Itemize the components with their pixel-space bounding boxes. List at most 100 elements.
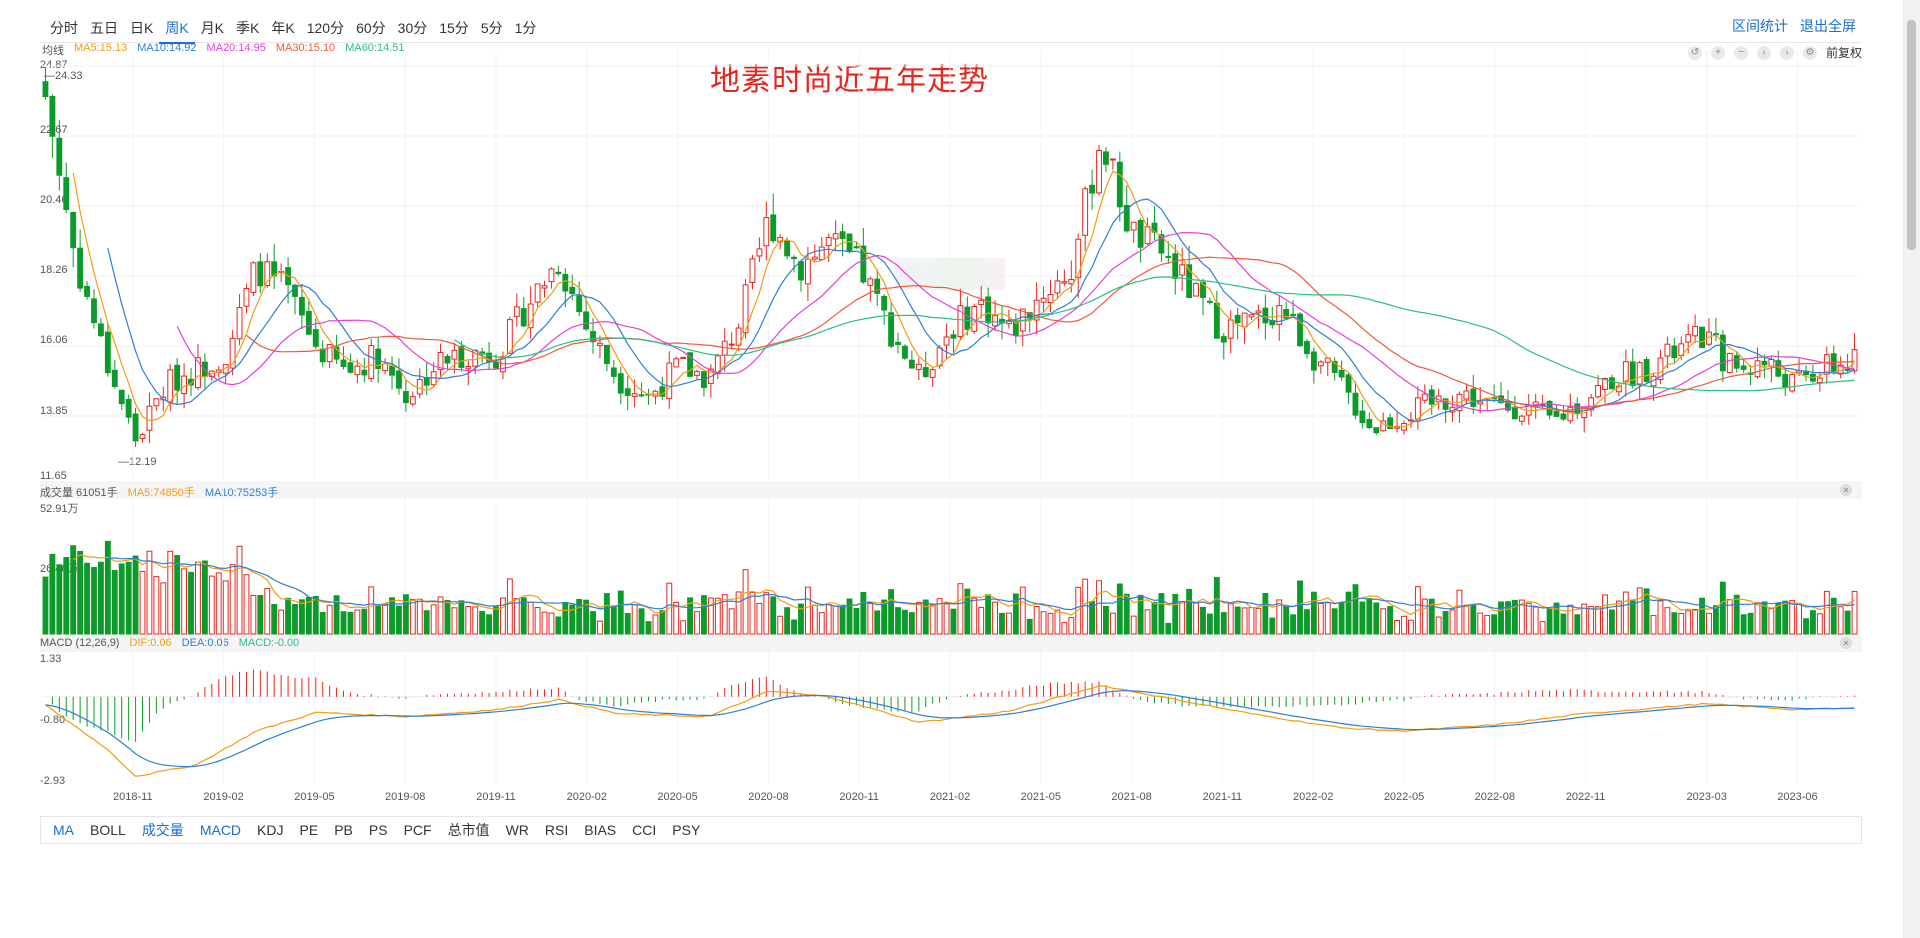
volume-bar — [1782, 600, 1789, 635]
tab-7[interactable]: 120分 — [306, 20, 345, 36]
candle-down — [950, 334, 957, 339]
candle-down — [97, 323, 104, 337]
candle-up — [264, 261, 271, 287]
volume-bar — [527, 601, 534, 635]
volume-bar — [1588, 606, 1595, 635]
candle-down — [583, 311, 590, 330]
volume-bar — [520, 597, 527, 635]
indicator-4[interactable]: KDJ — [257, 822, 284, 838]
exit-fullscreen-button[interactable]: 退出全屏 — [1800, 18, 1856, 34]
volume-bar — [1602, 594, 1608, 635]
volume-bar — [562, 601, 569, 635]
price-tick: 13.85 — [40, 405, 68, 417]
scrollbar-thumb[interactable] — [1907, 20, 1916, 250]
price-legend: 均线 MA5:15.13 MA10:14.92 MA20:14.95 MA30:… — [42, 42, 405, 58]
tab-12[interactable]: 1分 — [514, 20, 537, 36]
tab-5[interactable]: 季K — [236, 20, 260, 36]
tab-6[interactable]: 年K — [271, 20, 295, 36]
tab-2[interactable]: 日K — [130, 20, 154, 36]
tab-11[interactable]: 5分 — [480, 20, 503, 36]
volume-bar — [285, 597, 291, 635]
zoom-in-icon[interactable]: + — [1710, 45, 1725, 60]
volume-bar — [1005, 612, 1012, 635]
candle-down — [1359, 410, 1366, 424]
volume-bar — [139, 570, 146, 635]
range-stats-button[interactable]: 区间统计 — [1732, 18, 1788, 34]
tab-4[interactable]: 月K — [200, 20, 225, 36]
indicator-1[interactable]: BOLL — [90, 822, 126, 838]
indicator-8[interactable]: PCF — [403, 822, 432, 838]
zoom-out-icon[interactable]: − — [1733, 45, 1748, 60]
candle-down — [305, 310, 312, 335]
candle-down — [1366, 419, 1373, 429]
legend-ma5: MA5:15.13 — [74, 42, 128, 54]
close-macd-icon[interactable]: × — [1840, 637, 1852, 649]
indicator-6[interactable]: PB — [334, 822, 353, 838]
indicator-11[interactable]: RSI — [544, 822, 569, 838]
settings-icon[interactable]: ⚙ — [1802, 45, 1817, 60]
volume-bar — [250, 594, 257, 635]
tab-0[interactable]: 分时 — [50, 20, 78, 36]
candle-down — [402, 391, 409, 404]
indicator-9[interactable]: 总市值 — [447, 822, 490, 838]
volume-bar — [340, 611, 347, 635]
page-scrollbar[interactable] — [1903, 0, 1920, 938]
pan-right-icon[interactable]: › — [1779, 45, 1794, 60]
candle-up — [250, 262, 257, 293]
volume-bar — [548, 612, 555, 635]
volume-bar — [874, 610, 881, 635]
volume-bar — [222, 580, 229, 635]
candle-up — [167, 369, 174, 403]
indicator-13[interactable]: CCI — [632, 822, 657, 838]
indicator-12[interactable]: BIAS — [584, 822, 617, 838]
indicator-7[interactable]: PS — [368, 822, 388, 838]
candle-down — [624, 388, 631, 396]
indicator-3[interactable]: MACD — [199, 822, 242, 838]
candle-down — [1699, 326, 1705, 349]
tab-9[interactable]: 30分 — [397, 20, 428, 36]
candle-down — [312, 329, 319, 347]
volume-bar — [1498, 601, 1504, 635]
volume-bar — [534, 606, 541, 635]
indicator-5[interactable]: PE — [299, 822, 319, 838]
tab-10[interactable]: 15分 — [439, 20, 469, 36]
tab-8[interactable]: 60分 — [356, 20, 386, 36]
candle-down — [1158, 234, 1165, 254]
volume-bar — [631, 604, 638, 635]
volume-bar — [818, 612, 825, 635]
macd-tick: -2.93 — [40, 775, 66, 787]
volume-bar — [423, 610, 430, 635]
candle-down — [964, 306, 971, 330]
reset-icon[interactable]: ↺ — [1687, 45, 1702, 60]
candle-up — [1421, 393, 1428, 401]
candle-down — [1387, 417, 1394, 430]
candle-down — [520, 308, 527, 327]
volume-bar — [257, 594, 264, 635]
pan-left-icon[interactable]: ‹ — [1756, 45, 1771, 60]
candle-down — [1297, 313, 1303, 347]
tab-3[interactable]: 周K — [159, 14, 195, 44]
indicator-0[interactable]: MA — [53, 822, 74, 838]
candle-down — [1505, 400, 1511, 411]
close-volume-icon[interactable]: × — [1840, 484, 1852, 496]
volume-bar — [680, 620, 687, 635]
volume-bar — [583, 599, 590, 635]
adjust-mode-button[interactable]: 前复权 — [1825, 46, 1862, 60]
candle-down — [562, 273, 569, 292]
candle-up — [777, 236, 784, 243]
ma20-line — [176, 231, 1855, 412]
candle-down — [860, 245, 867, 283]
volume-bar — [1657, 600, 1664, 635]
indicator-10[interactable]: WR — [505, 822, 529, 838]
volume-bar — [1158, 593, 1165, 635]
volume-bar — [597, 620, 603, 635]
indicator-2[interactable]: 成交量 — [141, 822, 184, 838]
candle-down — [1609, 377, 1615, 390]
volume-bar — [319, 612, 326, 635]
indicator-14[interactable]: PSY — [672, 822, 701, 838]
volume-bar — [999, 612, 1005, 635]
candle-up — [749, 258, 756, 284]
tab-1[interactable]: 五日 — [90, 20, 118, 36]
x-tick: 2021-05 — [1020, 791, 1061, 803]
